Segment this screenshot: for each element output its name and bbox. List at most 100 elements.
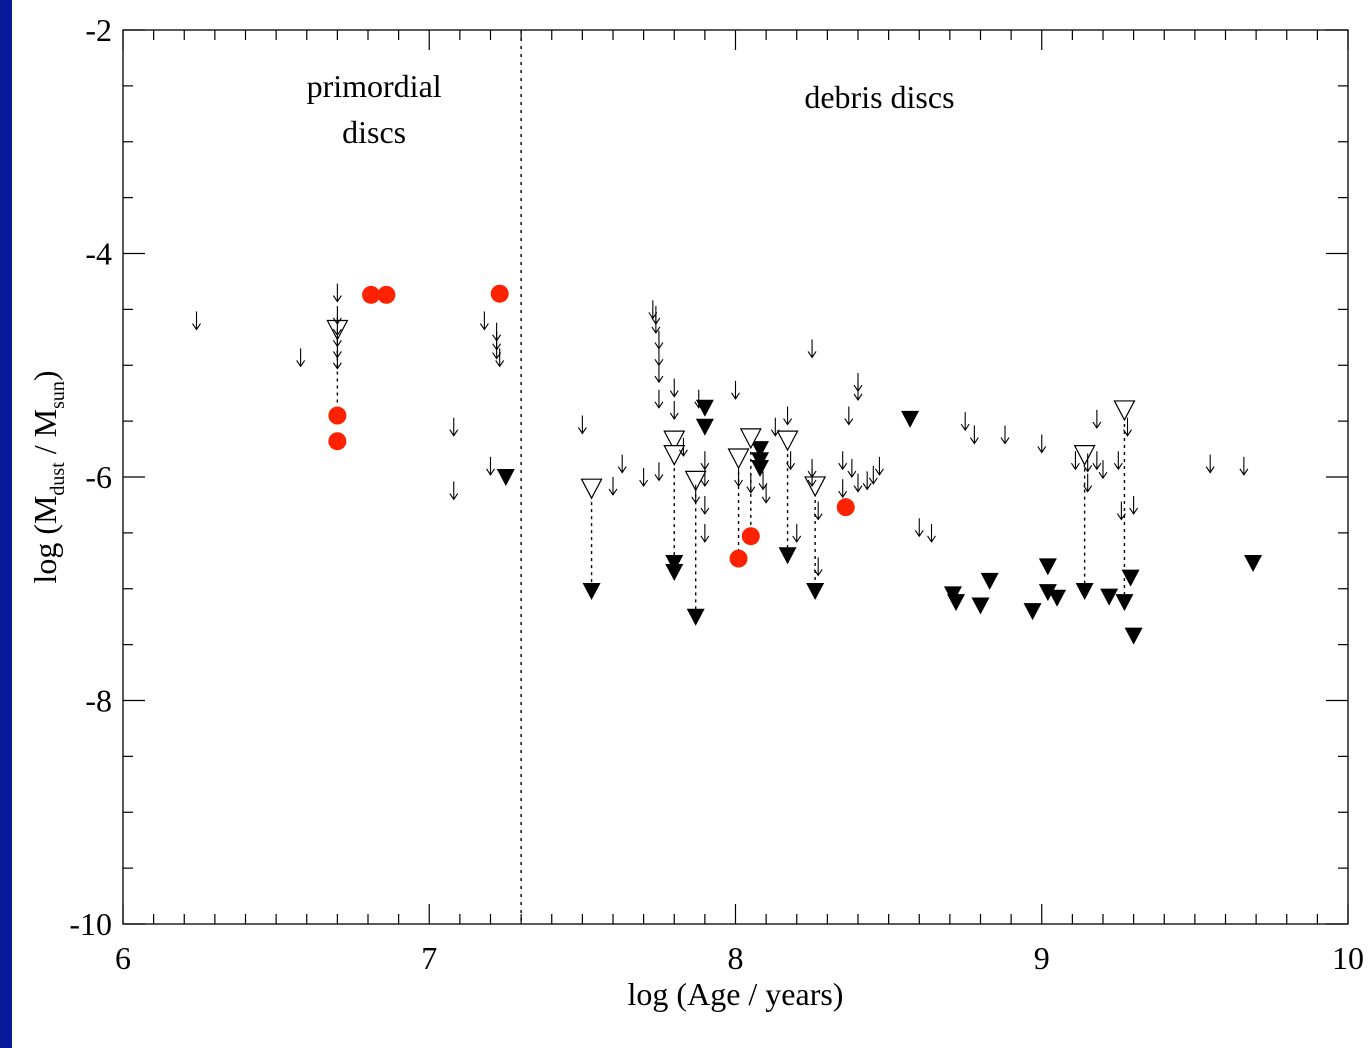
upper-limit-arrow bbox=[1000, 425, 1010, 445]
annotation-text: discs bbox=[342, 114, 406, 150]
upper-limit-arrow bbox=[577, 415, 587, 435]
upper-limit-arrow bbox=[479, 311, 489, 331]
annotation-text: primordial bbox=[307, 68, 442, 104]
upper-limit-arrow bbox=[807, 339, 817, 359]
upper-limit-arrow bbox=[700, 451, 710, 471]
filled-triangle-point bbox=[980, 572, 999, 590]
upper-limit-arrow bbox=[332, 283, 342, 303]
filled-triangle-point bbox=[1244, 555, 1263, 573]
upper-limit-arrow bbox=[654, 364, 664, 384]
upper-limit-arrow bbox=[669, 378, 679, 398]
upper-limit-arrow bbox=[651, 314, 661, 334]
upper-limit-arrow bbox=[783, 406, 793, 426]
x-tick-label: 8 bbox=[728, 940, 744, 976]
filled-triangle-point bbox=[751, 460, 769, 478]
upper-limit-arrow bbox=[1116, 501, 1126, 521]
upper-limit-arrow bbox=[786, 451, 796, 471]
open-triangle-point bbox=[776, 430, 799, 452]
filled-triangle-point bbox=[1038, 584, 1057, 602]
data-markers bbox=[192, 283, 1263, 645]
upper-limit-arrow bbox=[844, 406, 854, 426]
upper-limit-arrow bbox=[761, 484, 771, 504]
upper-limit-arrow bbox=[862, 471, 872, 491]
upper-limit-arrow bbox=[608, 476, 618, 496]
upper-limit-arrow bbox=[1083, 453, 1093, 473]
upper-limit-arrow bbox=[700, 468, 710, 487]
upper-limit-arrow bbox=[1113, 451, 1123, 471]
upper-limit-arrow bbox=[669, 400, 679, 420]
upper-limit-arrow bbox=[639, 468, 649, 487]
detection-point bbox=[741, 527, 760, 546]
upper-limit-arrow bbox=[700, 495, 710, 515]
open-triangle-point bbox=[739, 428, 762, 450]
upper-limit-arrow bbox=[1092, 451, 1102, 471]
upper-limit-arrow bbox=[700, 523, 710, 543]
upper-limit-arrow bbox=[813, 557, 823, 577]
filled-triangle-point bbox=[582, 582, 601, 600]
upper-limit-arrow bbox=[813, 501, 823, 521]
upper-limit-arrow bbox=[914, 518, 924, 538]
filled-triangle-point bbox=[778, 547, 797, 565]
open-triangle-point bbox=[684, 470, 707, 492]
upper-limit-arrow bbox=[449, 481, 459, 501]
upper-limit-arrow bbox=[1070, 451, 1080, 471]
upper-limit-arrow bbox=[449, 417, 459, 437]
upper-limit-arrow bbox=[1129, 495, 1139, 515]
upper-limit-arrow bbox=[654, 462, 664, 482]
upper-limit-arrow bbox=[1205, 454, 1215, 474]
upper-limit-arrow bbox=[654, 347, 664, 367]
filled-triangle-point bbox=[1075, 582, 1094, 600]
upper-limit-arrow bbox=[847, 459, 857, 479]
upper-limit-arrow bbox=[770, 417, 780, 437]
upper-limit-arrow bbox=[731, 380, 740, 400]
filled-triangle-point bbox=[695, 418, 714, 436]
upper-limit-arrow bbox=[486, 456, 495, 476]
x-tick-label: 7 bbox=[421, 940, 437, 976]
x-tick-label: 6 bbox=[115, 940, 131, 976]
detection-point bbox=[328, 406, 347, 425]
filled-triangle-point bbox=[1023, 603, 1042, 621]
y-tick-label: -4 bbox=[85, 236, 112, 272]
upper-limit-arrow bbox=[1092, 409, 1102, 429]
upper-limit-arrow bbox=[1239, 456, 1249, 476]
y-tick-label: -10 bbox=[69, 906, 112, 942]
upper-limit-arrow bbox=[1098, 460, 1108, 480]
open-triangle-point bbox=[663, 430, 686, 452]
axis-ticks: 6 7 8 9 10 -2 -4 -6 -8 -10 bbox=[69, 12, 1364, 976]
upper-limit-arrow bbox=[296, 348, 306, 368]
filled-triangle-point bbox=[1100, 588, 1119, 606]
y-tick-label: -8 bbox=[85, 683, 112, 719]
upper-limit-arrow bbox=[807, 468, 817, 487]
filled-triangle-point bbox=[1048, 589, 1067, 607]
upper-limit-arrow bbox=[1037, 434, 1047, 454]
filled-triangle-point bbox=[496, 469, 515, 486]
upper-limit-arrow bbox=[495, 348, 505, 368]
filled-triangle-point bbox=[901, 410, 920, 428]
upper-limit-arrow bbox=[969, 425, 979, 445]
filled-triangle-point bbox=[665, 555, 684, 573]
upper-limit-arrow bbox=[838, 479, 848, 499]
upper-limit-arrow bbox=[853, 381, 863, 401]
open-triangle-point bbox=[580, 478, 603, 500]
y-tick-label: -6 bbox=[85, 459, 112, 495]
filled-triangle-point bbox=[947, 594, 965, 612]
open-triangle-point bbox=[804, 476, 827, 498]
filled-triangle-point bbox=[695, 399, 714, 417]
upper-limit-arrow bbox=[694, 389, 704, 409]
upper-limit-arrow bbox=[746, 474, 756, 494]
open-triangle-point bbox=[727, 448, 750, 470]
upper-limit-arrow bbox=[792, 523, 802, 543]
upper-limit-arrow bbox=[1083, 473, 1093, 493]
upper-limit-arrow bbox=[868, 465, 878, 485]
detection-point bbox=[836, 498, 855, 517]
filled-triangle-point bbox=[686, 608, 705, 626]
upper-limit-arrow bbox=[678, 437, 688, 457]
link-lines bbox=[336, 329, 1126, 617]
open-triangle-point bbox=[1073, 445, 1096, 466]
x-axis-title: log (Age / years) bbox=[628, 976, 844, 1012]
y-title-suffix: ) bbox=[27, 370, 63, 381]
filled-triangle-point bbox=[806, 582, 825, 600]
detection-point bbox=[362, 285, 381, 304]
filled-triangle-point bbox=[971, 597, 990, 615]
upper-limit-arrow bbox=[874, 456, 884, 476]
